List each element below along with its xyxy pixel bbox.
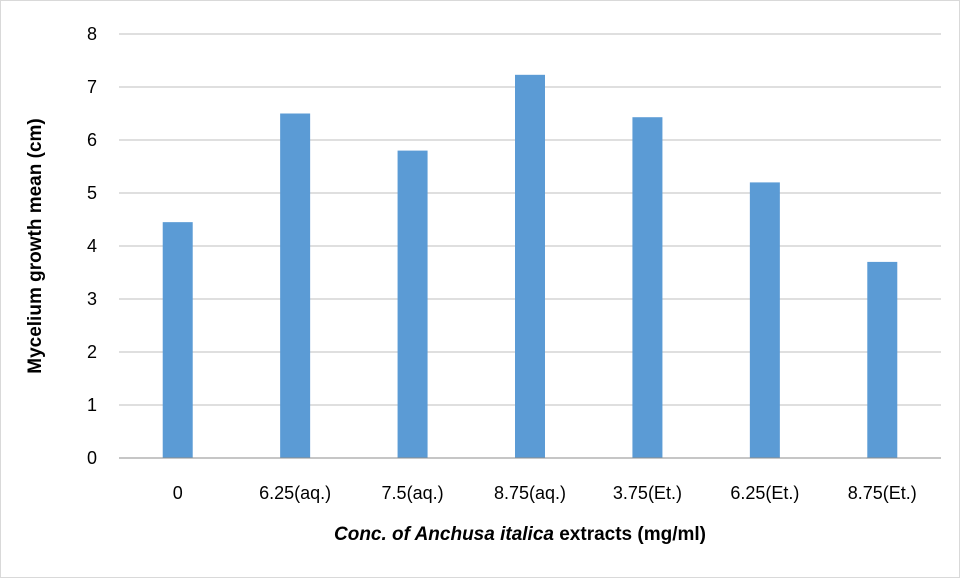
x-tick-label: 7.5(aq.) bbox=[382, 483, 444, 503]
x-tick-label: 3.75(Et.) bbox=[613, 483, 682, 503]
y-tick-label: 6 bbox=[87, 130, 97, 150]
bar bbox=[280, 113, 311, 458]
x-axis-label: Conc. of Anchusa italica extracts (mg/ml… bbox=[334, 524, 706, 545]
y-tick-labels: 0 1 2 3 4 5 6 7 8 bbox=[87, 24, 97, 468]
bar bbox=[632, 117, 663, 459]
x-axis-label-tail: extracts (mg/ml) bbox=[554, 524, 706, 545]
x-tick-label: 8.75(aq.) bbox=[494, 483, 566, 503]
y-tick-label: 7 bbox=[87, 77, 97, 97]
bar bbox=[162, 222, 193, 458]
x-tick-label: 0 bbox=[173, 483, 183, 503]
y-tick-label: 8 bbox=[87, 24, 97, 44]
x-tick-label: 6.25(Et.) bbox=[730, 483, 799, 503]
x-axis-label-italic: Conc. of Anchusa italica bbox=[334, 524, 554, 545]
y-tick-label: 4 bbox=[87, 236, 97, 256]
bar bbox=[515, 74, 545, 458]
bars bbox=[162, 74, 898, 459]
y-tick-label: 3 bbox=[87, 289, 97, 309]
bar bbox=[397, 150, 428, 458]
y-axis-label: Mycelium growth mean (cm) bbox=[25, 118, 46, 374]
y-tick-label: 0 bbox=[87, 448, 97, 468]
bar bbox=[749, 182, 780, 458]
x-tick-label: 8.75(Et.) bbox=[848, 483, 917, 503]
x-tick-labels: 0 6.25(aq.) 7.5(aq.) 8.75(aq.) 3.75(Et.) 6.25… bbox=[173, 483, 917, 503]
x-tick-label: 6.25(aq.) bbox=[259, 483, 331, 503]
y-tick-label: 2 bbox=[87, 342, 97, 362]
y-tick-label: 5 bbox=[87, 183, 97, 203]
y-tick-label: 1 bbox=[87, 395, 97, 415]
bar bbox=[867, 261, 898, 458]
